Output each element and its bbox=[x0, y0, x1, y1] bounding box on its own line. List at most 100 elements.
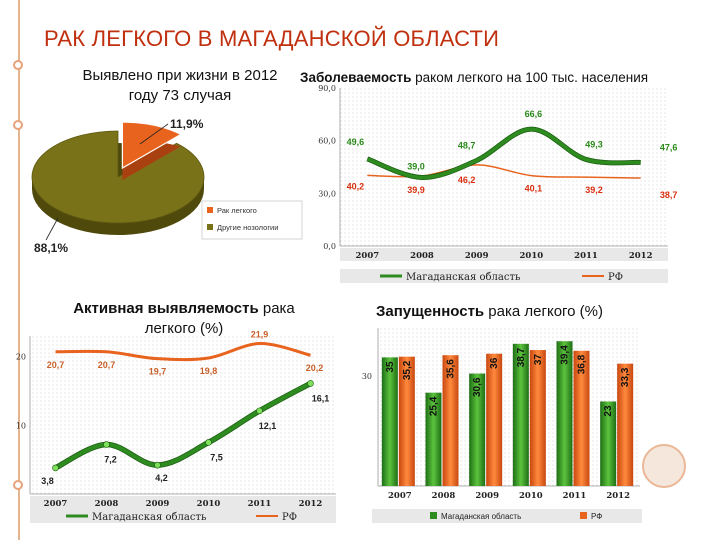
active-caption: Активная выявляемость рака легкого (%) bbox=[44, 299, 324, 339]
bar-label-region: 38,7 bbox=[516, 347, 527, 367]
legend-label-region: Магаданская область bbox=[92, 512, 207, 523]
data-label-rf: 39,2 bbox=[585, 185, 603, 195]
legend-label-rf: РФ bbox=[282, 512, 297, 523]
bar-region bbox=[600, 401, 617, 486]
data-label-rf: 39,9 bbox=[407, 185, 425, 195]
pie-leader-line bbox=[139, 123, 169, 145]
bar-label-rf: 35,2 bbox=[402, 360, 413, 380]
pie-leader-line bbox=[45, 217, 59, 241]
neglect-caption-rest: рака легкого (%) bbox=[484, 303, 604, 320]
bar-label-region: 39,4 bbox=[560, 345, 571, 365]
series-point-region bbox=[205, 439, 212, 446]
series-point-region bbox=[256, 407, 263, 415]
bar-label-rf: 35,6 bbox=[446, 359, 457, 379]
pie-legend-label-lung: Рак легкого bbox=[217, 206, 257, 215]
bar-label-rf: 37 bbox=[533, 354, 544, 366]
plot-area bbox=[378, 328, 640, 486]
decorative-dot bbox=[13, 480, 23, 490]
data-label-region: 7,5 bbox=[210, 452, 223, 462]
plot-area bbox=[340, 88, 668, 246]
series-line-rf bbox=[55, 342, 311, 362]
bar-rf bbox=[529, 350, 546, 486]
x-tick-label: 2007 bbox=[388, 491, 412, 501]
x-tick-label: 2008 bbox=[432, 491, 456, 501]
series-point-region bbox=[307, 380, 314, 387]
bar-region bbox=[381, 357, 398, 486]
x-tick-label: 2007 bbox=[44, 499, 68, 509]
x-tick-label: 2007 bbox=[355, 251, 379, 261]
incidence-caption: Заболеваемость раком легкого на 100 тыс.… bbox=[300, 70, 648, 85]
x-tick-label: 2009 bbox=[475, 491, 499, 501]
data-label-rf: 38,7 bbox=[660, 190, 678, 200]
active-caption-rest2: легкого (%) bbox=[144, 320, 224, 337]
legend-band bbox=[372, 509, 642, 523]
legend-label-rf: РФ bbox=[591, 512, 602, 521]
neglect-caption-bold: Запущенность bbox=[376, 303, 485, 320]
data-label-region: 49,6 bbox=[347, 137, 365, 147]
bar-label-region: 30,6 bbox=[472, 377, 483, 397]
active-caption-rest1: рака bbox=[258, 300, 295, 317]
y-tick-label: 10 bbox=[16, 421, 26, 430]
neglect-bar-chart: 30 2007 35 35,2 2008 25,4 35,6 2009 30,6 36 2010 38… bbox=[362, 328, 642, 523]
neglect-caption: Запущенность рака легкого (%) bbox=[376, 303, 603, 320]
pie-chart: 11,9% 88,1% Рак легкого Другие нозологии bbox=[31, 117, 303, 255]
decorative-dot bbox=[13, 60, 23, 70]
x-tick-label: 2010 bbox=[197, 499, 221, 509]
bar-label-rf: 33,3 bbox=[620, 367, 631, 387]
pie-slice-other bbox=[31, 130, 205, 224]
x-tick-label: 2008 bbox=[410, 251, 434, 261]
bar-rf bbox=[442, 355, 459, 486]
data-label-rf: 46,2 bbox=[458, 175, 476, 185]
legend-band bbox=[30, 509, 336, 523]
data-label-rf: 40,2 bbox=[347, 181, 365, 191]
bar-label-region: 23 bbox=[603, 405, 614, 417]
bar-rf bbox=[486, 353, 503, 486]
pie-caption-line1: Выявлено при жизни в 2012 bbox=[82, 67, 278, 84]
series-line-region bbox=[54, 381, 312, 470]
legend-band bbox=[340, 269, 668, 283]
bar-region bbox=[556, 341, 573, 486]
data-label-region: 47,6 bbox=[660, 142, 678, 152]
x-tick-label: 2012 bbox=[606, 491, 630, 501]
decorative-dot bbox=[13, 120, 23, 130]
bar-region bbox=[512, 343, 529, 486]
pie-legend-swatch-lung bbox=[207, 207, 213, 213]
corner-decoration bbox=[642, 444, 686, 488]
y-tick-label: 30,0 bbox=[318, 189, 336, 198]
bar-rf bbox=[398, 356, 415, 486]
legend-swatch-region bbox=[430, 512, 437, 519]
data-label-rf: 20,2 bbox=[306, 363, 324, 373]
pie-caption: Выявлено при жизни в 2012 году 73 случая bbox=[60, 66, 300, 106]
y-tick-label: 90,0 bbox=[318, 84, 336, 93]
pie-legend-label-other: Другие нозологии bbox=[217, 223, 278, 232]
x-tick-label: 2011 bbox=[248, 499, 272, 509]
y-tick-label: 30 bbox=[362, 372, 372, 381]
bar-region bbox=[469, 373, 486, 486]
data-label-region: 49,3 bbox=[585, 139, 603, 149]
data-label-region: 12,1 bbox=[259, 421, 277, 431]
bar-rf bbox=[617, 363, 634, 486]
data-label-rf: 20,7 bbox=[47, 360, 65, 370]
legend-label-region: Магаданская область bbox=[406, 272, 521, 283]
x-tick-label: 2010 bbox=[519, 251, 543, 261]
incidence-caption-rest: раком легкого на 100 тыс. населения bbox=[411, 70, 649, 85]
series-point-region bbox=[154, 461, 161, 469]
page-title: РАК ЛЕГКОГО В МАГАДАНСКОЙ ОБЛАСТИ bbox=[44, 26, 500, 51]
x-tick-label: 2012 bbox=[299, 499, 323, 509]
series-line-region bbox=[366, 127, 641, 180]
year-band bbox=[340, 248, 668, 261]
bar-label-rf: 36,8 bbox=[577, 354, 588, 374]
pie-caption-line2: году 73 случая bbox=[128, 87, 232, 104]
x-tick-label: 2012 bbox=[629, 251, 653, 261]
data-label-rf: 19,8 bbox=[200, 366, 218, 376]
data-label-region: 3,8 bbox=[41, 476, 54, 486]
x-tick-label: 2009 bbox=[146, 499, 170, 509]
active-detection-line-chart: 10 20 2007 2008 2009 2010 2011 2012 3,8 7,2 4,2 7,5… bbox=[16, 330, 336, 523]
bar-label-region: 35 bbox=[385, 361, 396, 373]
bar-region bbox=[425, 392, 442, 486]
pie-legend-swatch-other bbox=[207, 224, 213, 230]
bar-label-rf: 36 bbox=[489, 357, 500, 369]
legend-label-region: Магаданская область bbox=[441, 512, 521, 521]
pie-legend-box bbox=[201, 200, 303, 240]
